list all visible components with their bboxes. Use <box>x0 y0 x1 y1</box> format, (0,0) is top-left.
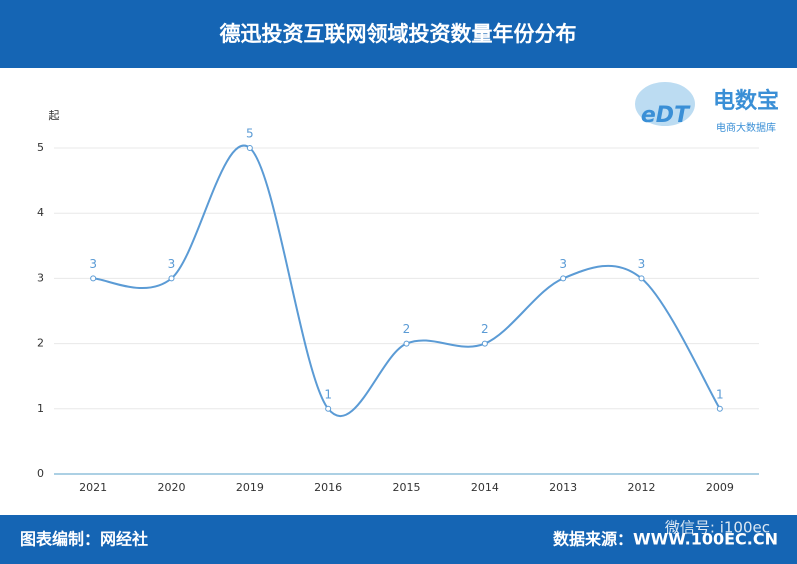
y-tick-label: 3 <box>37 271 44 284</box>
x-tick-label: 2012 <box>628 481 656 494</box>
point <box>560 275 567 282</box>
logo-name: 电数宝 <box>713 88 779 114</box>
footer-bar <box>0 515 797 564</box>
chart-title: 德迅投资互联网领域投资数量年份分布 <box>220 22 577 46</box>
value-label: 2 <box>403 322 411 336</box>
logo-subtitle: 电商大数据库 <box>716 121 776 134</box>
x-tick-label: 2013 <box>549 481 577 494</box>
x-tick-label: 2009 <box>706 481 734 494</box>
line <box>93 144 721 418</box>
y-tick-label: 1 <box>37 402 44 415</box>
logo-cloud <box>635 82 695 126</box>
value-label: 1 <box>324 387 332 401</box>
value-label: 2 <box>481 322 489 336</box>
y-tick-label: 2 <box>37 337 44 350</box>
x-tick-label: 2015 <box>393 481 421 494</box>
point <box>716 405 723 412</box>
value-label: 5 <box>246 127 254 141</box>
point <box>638 275 645 282</box>
watermark: 微信号: i100ec <box>665 519 770 537</box>
y-tick-label: 4 <box>37 206 44 219</box>
point <box>90 275 97 282</box>
footer-right: 数据来源：WWW.100EC.CN <box>553 530 778 549</box>
x-tick-label: 2021 <box>79 481 107 494</box>
value-label: 3 <box>638 257 646 271</box>
x-tick-label: 2019 <box>236 481 264 494</box>
y-tick-label: 0 <box>37 467 44 480</box>
logo: eDT 电数宝 电商大数据库 <box>635 82 779 134</box>
x-tick-label: 2016 <box>314 481 342 494</box>
x-tick-label: 2020 <box>158 481 186 494</box>
point <box>246 145 253 151</box>
value-label: 3 <box>559 257 567 271</box>
footer-left: 图表编制：网经社 <box>20 530 148 549</box>
y-axis-label: 起 <box>49 109 60 122</box>
plot: 0 1 2 3 4 5 2021 2020 2019 2016 2015 2014 2013 2012 20… <box>37 127 759 494</box>
point <box>403 340 410 347</box>
y-tick-label: 5 <box>37 141 44 154</box>
value-label: 3 <box>89 257 97 271</box>
point <box>481 340 488 347</box>
x-tick-label: 2014 <box>471 481 499 494</box>
logo-mark: eDT <box>641 103 691 128</box>
point <box>168 275 175 282</box>
header-bar <box>0 0 797 68</box>
point <box>325 405 332 412</box>
value-label: 3 <box>168 257 176 271</box>
value-label: 1 <box>716 387 724 401</box>
